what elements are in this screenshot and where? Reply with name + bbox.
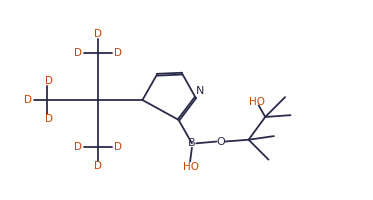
Text: D: D [24, 95, 32, 105]
Text: O: O [216, 137, 225, 147]
Text: D: D [114, 142, 122, 152]
Text: D: D [114, 48, 122, 58]
Text: D: D [45, 114, 53, 124]
Text: B: B [188, 138, 196, 148]
Text: D: D [74, 142, 82, 152]
Text: D: D [45, 76, 53, 86]
Text: D: D [94, 29, 102, 39]
Text: N: N [196, 86, 204, 96]
Text: D: D [94, 161, 102, 171]
Text: HO: HO [249, 97, 265, 107]
Text: D: D [74, 48, 82, 58]
Text: HO: HO [183, 162, 199, 172]
